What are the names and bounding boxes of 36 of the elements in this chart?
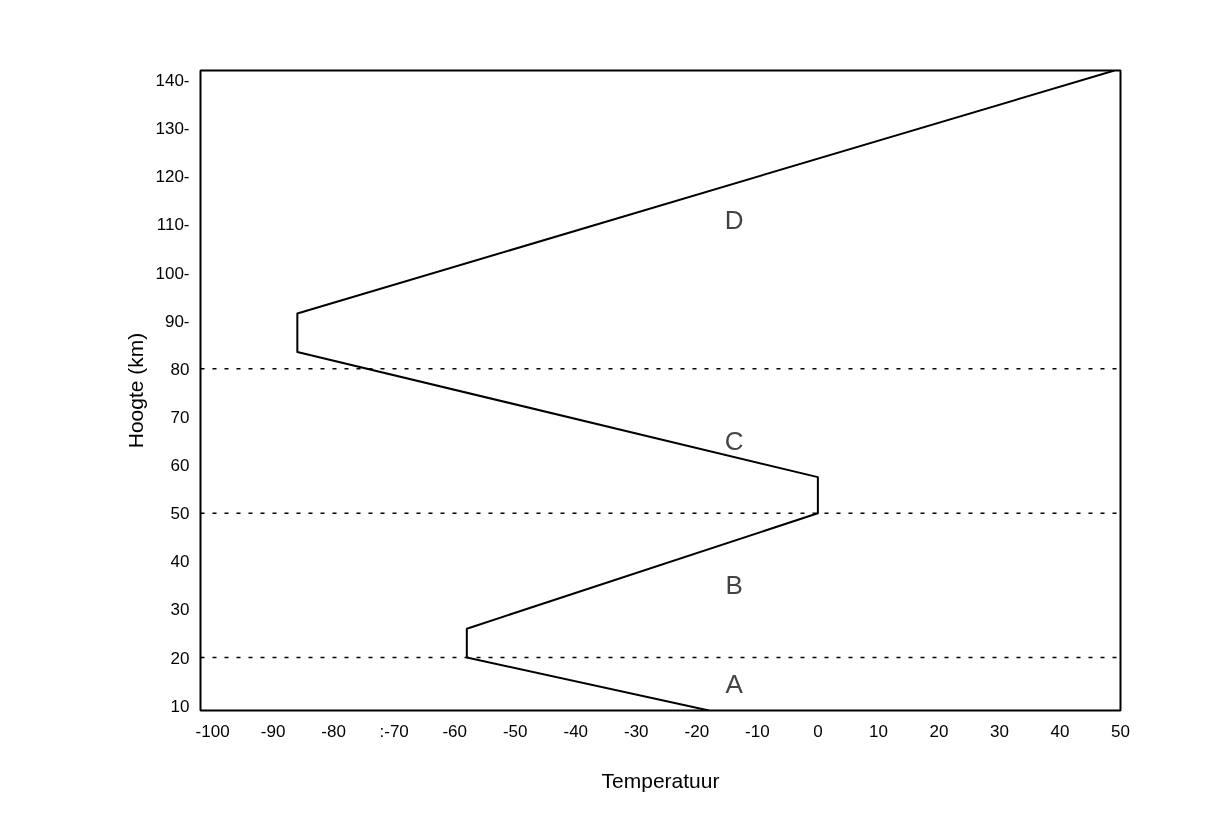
y-tick-label: 60	[170, 456, 190, 476]
y-tick-label: 70	[170, 407, 190, 427]
x-tick-label: 30	[989, 721, 1009, 741]
y-tick-label: 50	[170, 504, 190, 524]
x-tick-label: 0	[813, 721, 823, 741]
x-tick-label: -50	[502, 721, 528, 741]
annotation: A	[725, 669, 744, 700]
x-tick-label: 50	[1111, 721, 1130, 741]
y-tick-label: 30	[170, 600, 190, 620]
x-tick-label: -60	[442, 721, 467, 741]
y-tick-label: 90-	[164, 311, 190, 331]
x-tick-label: -40	[563, 721, 589, 741]
y-tick-label: 100-	[155, 263, 190, 283]
annotation: C	[724, 426, 744, 457]
x-tick-label: 40	[1050, 721, 1070, 741]
x-tick-label: -30	[624, 721, 649, 741]
y-tick-label: 140-	[155, 71, 190, 91]
x-tick-label: 10	[868, 721, 888, 741]
annotation: B	[725, 570, 743, 601]
annotation: D	[724, 204, 744, 235]
y-tick-label: 130-	[155, 119, 190, 139]
y-tick-label: 20	[170, 648, 190, 668]
y-tick-label: 120-	[155, 167, 190, 187]
x-tick-label: -100	[195, 721, 230, 741]
x-tick-label: -80	[321, 721, 346, 741]
y-tick-label: 10	[170, 696, 190, 716]
y-axis-title: Hoogte (km)	[124, 332, 148, 449]
x-tick-label: 20	[929, 721, 949, 741]
x-tick-label: -90	[260, 721, 286, 741]
x-tick-label: -10	[745, 721, 770, 741]
x-axis-title: Temperatuur	[601, 768, 720, 792]
y-tick-label: 80	[170, 359, 190, 379]
x-tick-label: -20	[684, 721, 710, 741]
y-tick-label: 40	[170, 552, 190, 572]
y-tick-label: 110-	[156, 215, 190, 235]
x-tick-label: :-70	[379, 721, 409, 741]
